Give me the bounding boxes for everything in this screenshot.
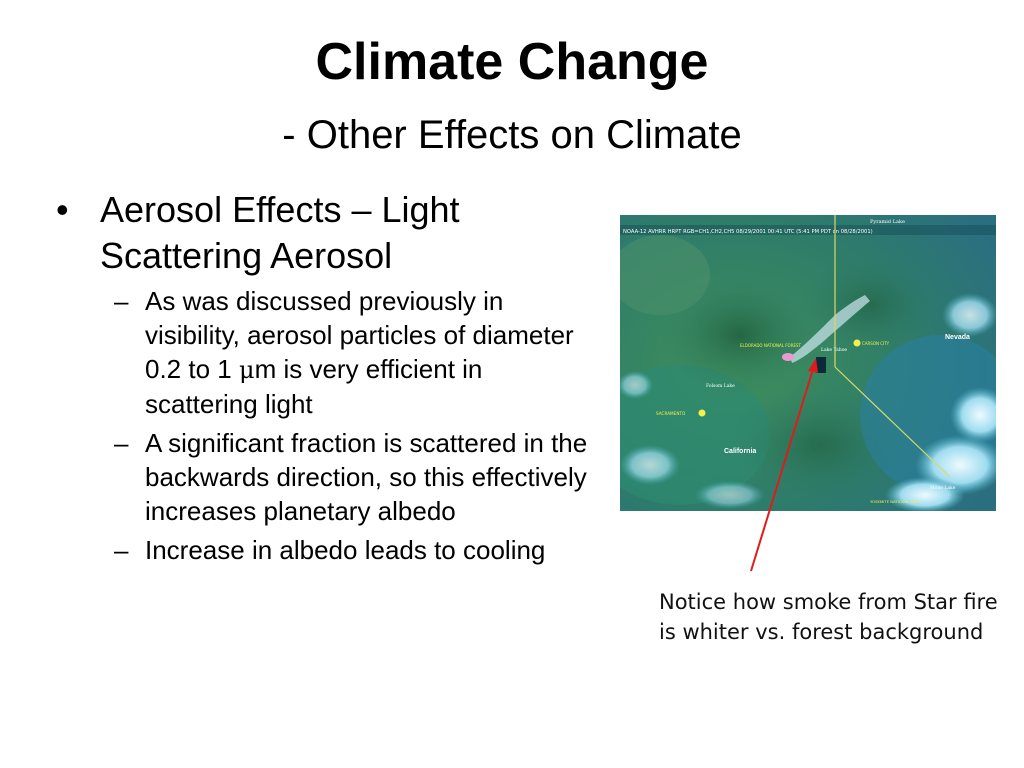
label-folsom-lake: Folsom Lake <box>706 383 735 389</box>
label-mono-lake: Mono Lake <box>930 485 956 491</box>
label-lake-tahoe: Lake Tahoe <box>821 347 847 353</box>
dash-marker: – <box>114 428 129 458</box>
carson-city-dot <box>853 339 861 347</box>
sacramento-dot <box>698 409 706 417</box>
image-header-text: NOAA-12 AVHRR HRPT RGB=CH1,CH2,CH5 08/29… <box>623 229 873 235</box>
subbullet-text-b: m is very efficient in scattering light <box>145 354 483 419</box>
subbullet-cooling: – Increase in albedo leads to cooling <box>56 533 596 567</box>
subbullet-list: – As was discussed previously in visibil… <box>56 284 596 567</box>
satellite-image-graphic: NOAA-12 AVHRR HRPT RGB=CH1,CH2,CH5 08/29… <box>620 215 996 511</box>
satellite-image: NOAA-12 AVHRR HRPT RGB=CH1,CH2,CH5 08/29… <box>620 215 996 511</box>
subbullet-text: A significant fraction is scattered in t… <box>145 428 588 526</box>
subbullet-visibility: – As was discussed previously in visibil… <box>56 284 596 421</box>
subbullet-container: – As was discussed previously in visibil… <box>56 284 596 567</box>
label-pyramid-lake: Pyramid Lake <box>870 219 905 225</box>
subbullet-backscatter: – A significant fraction is scattered in… <box>56 426 596 528</box>
bullet-text-line2: Scattering Aerosol <box>100 235 393 276</box>
label-carson-city: CARSON CITY <box>862 341 890 346</box>
bullet-list: • Aerosol Effects – Light Scattering Aer… <box>56 187 596 567</box>
slide-subtitle: - Other Effects on Climate <box>282 113 742 157</box>
bullet-marker: • <box>56 189 69 230</box>
mu-symbol: μ <box>238 356 255 384</box>
bullet-text-line1: Aerosol Effects – Light <box>100 189 460 230</box>
image-caption: Notice how smoke from Star fire is white… <box>659 590 998 644</box>
label-california: California <box>724 448 756 455</box>
label-eldorado: ELDORADO NATIONAL FOREST <box>740 343 802 348</box>
subbullet-text: Increase in albedo leads to cooling <box>145 535 546 565</box>
dash-marker: – <box>114 286 129 316</box>
slide-title: Climate Change <box>315 33 709 91</box>
dash-marker: – <box>114 535 129 565</box>
subbullet-text-a: As was discussed previously in visibilit… <box>145 286 574 384</box>
label-yosemite: YOSEMITE NATIONAL PARK <box>870 499 921 504</box>
label-nevada: Nevada <box>945 334 970 341</box>
bullet-aerosol-effects: • Aerosol Effects – Light Scattering Aer… <box>56 187 596 279</box>
label-sacramento: SACRAMENTO <box>656 411 686 416</box>
